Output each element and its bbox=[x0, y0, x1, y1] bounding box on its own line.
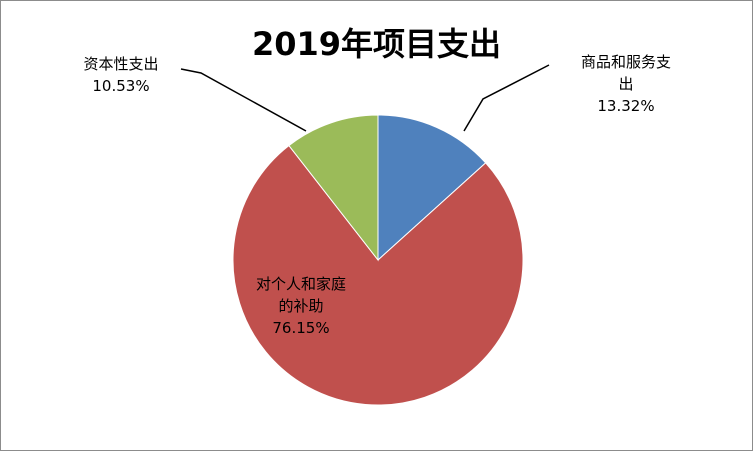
pie-slice-capital bbox=[288, 114, 379, 262]
label-name-line: 对个人和家庭 bbox=[255, 275, 346, 293]
label-name-line: 资本性支出 bbox=[83, 55, 159, 73]
pie-slice-goods-services bbox=[377, 114, 487, 262]
pie-slice-personal-household-subsidy bbox=[232, 144, 524, 406]
chart-title: 2019年项目支出 bbox=[251, 25, 502, 63]
label-name-line: 的补助 bbox=[278, 297, 324, 315]
label-percent: 76.15% bbox=[272, 319, 330, 337]
data-label-goods-services: 商品和服务支 出 13.32% bbox=[551, 51, 701, 117]
data-label-personal-household-subsidy: 对个人和家庭 的补助 76.15% bbox=[241, 273, 361, 339]
label-percent: 10.53% bbox=[92, 77, 150, 95]
leader-line-goods-services bbox=[463, 64, 550, 132]
data-label-capital: 资本性支出 10.53% bbox=[51, 53, 191, 97]
leader-line-capital bbox=[180, 68, 307, 132]
label-percent: 13.32% bbox=[597, 97, 655, 115]
label-name-line: 出 bbox=[618, 75, 634, 93]
label-name-line: 商品和服务支 bbox=[580, 53, 671, 71]
